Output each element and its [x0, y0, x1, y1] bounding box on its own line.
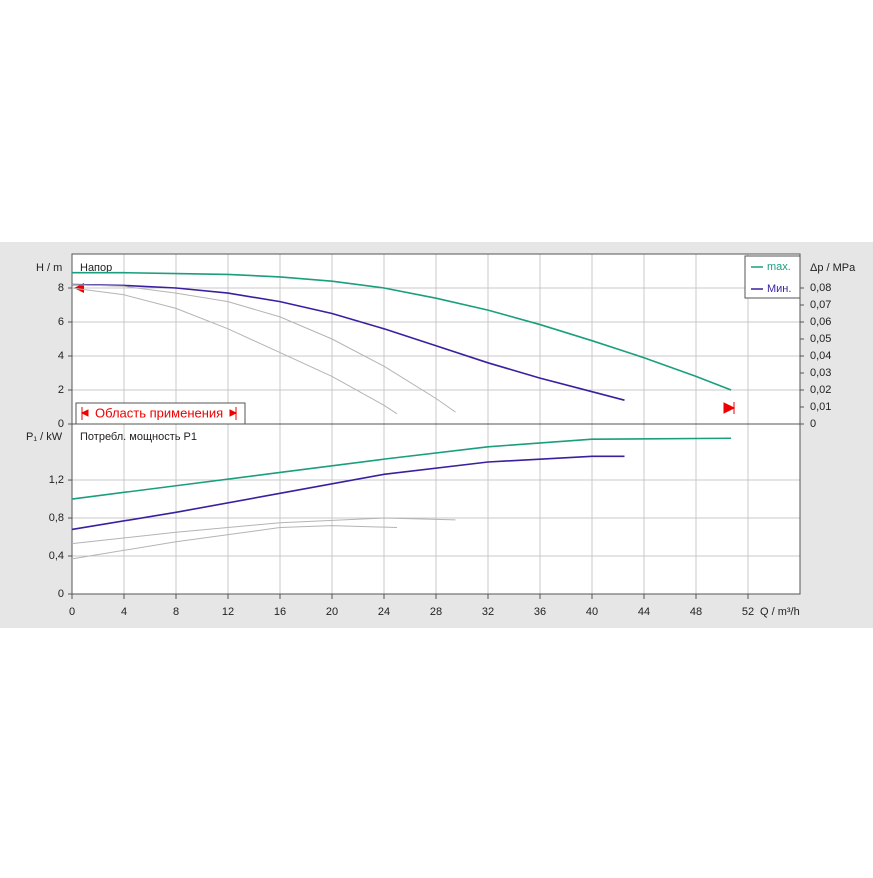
- y-axis-label: P₁ / kW: [26, 431, 63, 443]
- y-tick-label: 0: [58, 418, 64, 430]
- x-tick-label: 16: [274, 606, 286, 618]
- x-tick-label: 24: [378, 606, 390, 618]
- x-tick-label: 52: [742, 606, 754, 618]
- y2-tick-label: 0,07: [810, 299, 831, 311]
- y2-tick-label: 0,04: [810, 350, 831, 362]
- line: [71, 437, 732, 500]
- x-tick-label: 12: [222, 606, 234, 618]
- y2-tick-label: 0,03: [810, 367, 831, 379]
- y2-tick-label: 0,01: [810, 401, 831, 413]
- y2-tick-label: 0,05: [810, 333, 831, 345]
- x-tick-label: 0: [69, 606, 75, 618]
- panel-title: Потребл. мощность P1: [80, 431, 197, 443]
- x-tick-label: 48: [690, 606, 702, 618]
- x-tick-label: 4: [121, 606, 127, 618]
- annotation-arrows: [80, 407, 238, 420]
- y-tick-label: 6: [58, 316, 64, 328]
- x-tick-label: 8: [173, 606, 179, 618]
- x-tick-label: 28: [430, 606, 442, 618]
- y-tick-label: 0: [58, 588, 64, 600]
- y2-tick-label: 0,06: [810, 316, 831, 328]
- line: [71, 287, 398, 415]
- y-tick-label: 0,4: [49, 550, 64, 562]
- x-tick-label: 36: [534, 606, 546, 618]
- x-tick-label: 20: [326, 606, 338, 618]
- annotation-box: [75, 402, 246, 425]
- y-tick-label: 4: [58, 350, 64, 362]
- x-tick-label: 44: [638, 606, 650, 618]
- x-tick-label: 40: [586, 606, 598, 618]
- panel-title: Напор: [80, 262, 112, 274]
- line: [71, 455, 625, 531]
- line: [72, 271, 732, 391]
- line: [71, 517, 456, 545]
- y2-axis-label: Δp / MPa: [810, 262, 856, 274]
- line: [71, 525, 398, 560]
- y-tick-label: 1,2: [49, 474, 64, 486]
- y-tick-label: 8: [58, 282, 64, 294]
- y-tick-label: 0,8: [49, 512, 64, 524]
- legend: [744, 255, 801, 299]
- annotation: Область применения: [95, 405, 223, 420]
- y2-tick-label: 0: [810, 418, 816, 430]
- legend-label: Мин.: [767, 283, 791, 295]
- y-tick-label: 2: [58, 384, 64, 396]
- line: [71, 283, 625, 401]
- line: [71, 284, 456, 413]
- y-axis-label: H / m: [36, 262, 62, 274]
- marker: [723, 402, 736, 414]
- y2-tick-label: 0,02: [810, 384, 831, 396]
- x-axis-label: Q / m³/h: [760, 606, 800, 618]
- y2-tick-label: 0,08: [810, 282, 831, 294]
- legend-label: max.: [767, 261, 791, 273]
- x-tick-label: 32: [482, 606, 494, 618]
